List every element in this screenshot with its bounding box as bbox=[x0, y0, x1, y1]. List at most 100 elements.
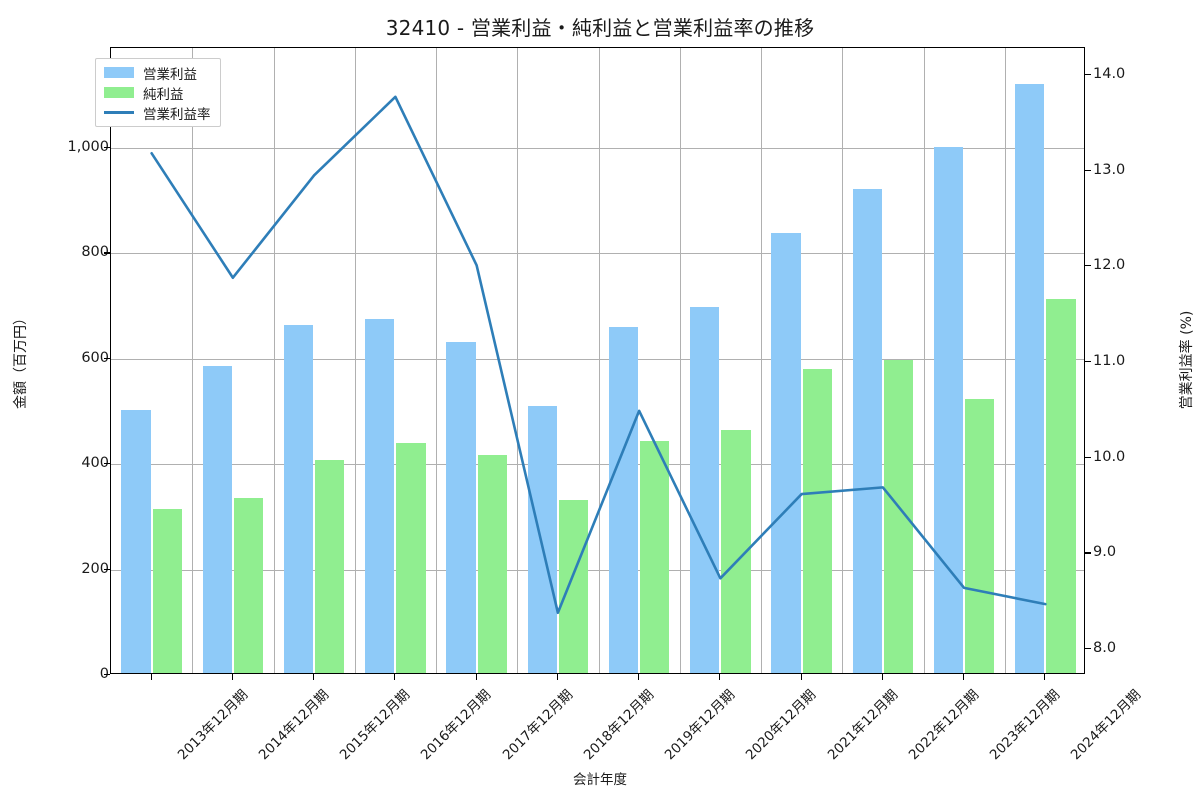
x-axis-title: 会計年度 bbox=[573, 772, 627, 788]
bar-net-profit bbox=[477, 455, 507, 673]
y-axis-right-tick-label: 12.0 bbox=[1093, 257, 1126, 274]
bar-operating-profit bbox=[283, 324, 314, 673]
x-axis-tickmark bbox=[1044, 674, 1046, 680]
legend-item: 純利益 bbox=[104, 85, 211, 103]
bar-group bbox=[924, 48, 1005, 673]
y-axis-right-tickmark bbox=[1085, 265, 1091, 267]
y-axis-right-title: 営業利益率 (%) bbox=[1179, 310, 1195, 410]
bar-net-profit bbox=[315, 459, 345, 673]
x-axis-tickmark bbox=[638, 674, 640, 680]
x-axis-tick-label: 2014年12月期 bbox=[255, 686, 333, 764]
y-axis-right-tickmark bbox=[1085, 360, 1091, 363]
y-axis-left-tickmark bbox=[104, 252, 110, 254]
y-axis-left-tickmark bbox=[104, 357, 110, 359]
x-axis-tick-label: 2017年12月期 bbox=[499, 686, 576, 764]
x-axis-tick-label: 2015年12月期 bbox=[336, 686, 414, 764]
bar-net-profit bbox=[1046, 298, 1076, 673]
bar-operating-profit bbox=[446, 341, 476, 673]
y-axis-left-tickmark bbox=[104, 568, 110, 570]
bar-operating-profit bbox=[202, 365, 232, 673]
x-axis-tickmark bbox=[150, 674, 152, 680]
bar-net-profit bbox=[152, 509, 182, 673]
legend-color-swatch bbox=[104, 67, 134, 78]
bar-operating-profit bbox=[933, 146, 964, 673]
bar-operating-profit bbox=[771, 233, 801, 673]
bar-group bbox=[761, 48, 842, 673]
y-axis-right-tick-label: 8.0 bbox=[1093, 640, 1117, 657]
x-axis-tickmark bbox=[475, 674, 477, 680]
plot-area bbox=[110, 47, 1085, 674]
y-axis-right-tickmark bbox=[1085, 169, 1091, 171]
y-axis-left-tickmark bbox=[104, 674, 110, 676]
y-axis-left-title: 金額（百万円） bbox=[13, 311, 29, 409]
legend-item: 営業利益 bbox=[104, 65, 211, 83]
x-axis-tick-label: 2019年12月期 bbox=[661, 686, 739, 764]
bar-net-profit bbox=[396, 442, 426, 673]
bar-net-profit bbox=[558, 500, 589, 673]
bar-net-profit bbox=[721, 430, 751, 673]
x-axis-tick-label: 2023年12月期 bbox=[986, 686, 1064, 764]
x-axis-tickmark bbox=[963, 674, 965, 680]
y-axis-left-tick-label: 800 bbox=[81, 244, 109, 261]
bar-group bbox=[842, 48, 923, 673]
y-axis-right-tickmark bbox=[1085, 648, 1091, 650]
chart-legend: 営業利益純利益営業利益率 bbox=[95, 58, 221, 127]
legend-item: 営業利益率 bbox=[104, 105, 211, 123]
y-axis-left-tick-label: 600 bbox=[81, 349, 109, 366]
bar-group bbox=[599, 48, 680, 673]
bar-operating-profit bbox=[608, 326, 639, 673]
y-axis-right-tick-label: 14.0 bbox=[1093, 65, 1126, 82]
y-axis-right-tick-label: 9.0 bbox=[1093, 544, 1117, 561]
x-axis-tickmark bbox=[313, 674, 315, 680]
bar-operating-profit bbox=[690, 307, 720, 673]
x-axis-tickmark bbox=[231, 674, 233, 680]
bar-net-profit bbox=[883, 359, 914, 673]
x-axis-tickmark bbox=[881, 674, 883, 680]
x-axis-tick-label: 2022年12月期 bbox=[905, 686, 983, 764]
legend-label: 純利益 bbox=[143, 86, 184, 103]
bar-operating-profit bbox=[121, 409, 151, 673]
y-axis-right-tickmark bbox=[1085, 552, 1091, 554]
x-axis-tick-label: 2018年12月期 bbox=[580, 686, 658, 764]
x-axis-tick-label: 2016年12月期 bbox=[418, 686, 495, 764]
bar-operating-profit bbox=[852, 189, 882, 673]
bar-net-profit bbox=[233, 497, 264, 673]
x-axis-tick-label: 2024年12月期 bbox=[1068, 686, 1145, 764]
bar-net-profit bbox=[802, 368, 832, 673]
y-axis-right-tick-label: 10.0 bbox=[1093, 448, 1126, 465]
x-axis-tickmark bbox=[556, 674, 558, 680]
y-axis-right-tickmark bbox=[1085, 73, 1091, 75]
x-axis-tick-label: 2021年12月期 bbox=[824, 686, 901, 764]
bar-group bbox=[274, 48, 355, 673]
legend-color-swatch bbox=[104, 87, 134, 98]
x-axis-tick-label: 2013年12月期 bbox=[174, 686, 251, 764]
bar-operating-profit bbox=[365, 319, 395, 673]
y-axis-left-tick-label: 200 bbox=[81, 560, 109, 577]
bar-group bbox=[1005, 48, 1084, 673]
bar-net-profit bbox=[640, 441, 670, 673]
y-axis-left-tick-label: 400 bbox=[81, 455, 109, 472]
x-axis-tickmark bbox=[719, 674, 721, 680]
bar-group bbox=[517, 48, 598, 673]
bar-operating-profit bbox=[527, 405, 557, 673]
bar-operating-profit bbox=[1015, 84, 1045, 673]
legend-label: 営業利益率 bbox=[143, 106, 211, 123]
y-axis-left-tick-label: 1,000 bbox=[67, 139, 109, 156]
y-axis-left-tickmark bbox=[104, 147, 110, 149]
legend-label: 営業利益 bbox=[143, 66, 197, 83]
legend-line-swatch bbox=[104, 111, 134, 114]
x-axis-tick-label: 2020年12月期 bbox=[743, 686, 820, 764]
bar-group bbox=[192, 48, 273, 673]
chart-title: 32410 - 営業利益・純利益と営業利益率の推移 bbox=[385, 16, 815, 40]
y-axis-right-tickmark bbox=[1085, 456, 1091, 458]
bar-group bbox=[680, 48, 761, 673]
bar-group bbox=[111, 48, 192, 673]
x-axis-tickmark bbox=[800, 674, 802, 680]
y-axis-right-tick-label: 11.0 bbox=[1093, 352, 1126, 369]
bar-group bbox=[436, 48, 517, 673]
y-axis-left-tickmark bbox=[104, 463, 110, 465]
y-axis-right-tick-label: 13.0 bbox=[1093, 161, 1126, 178]
x-axis-tickmark bbox=[394, 674, 396, 680]
bar-net-profit bbox=[965, 398, 995, 673]
